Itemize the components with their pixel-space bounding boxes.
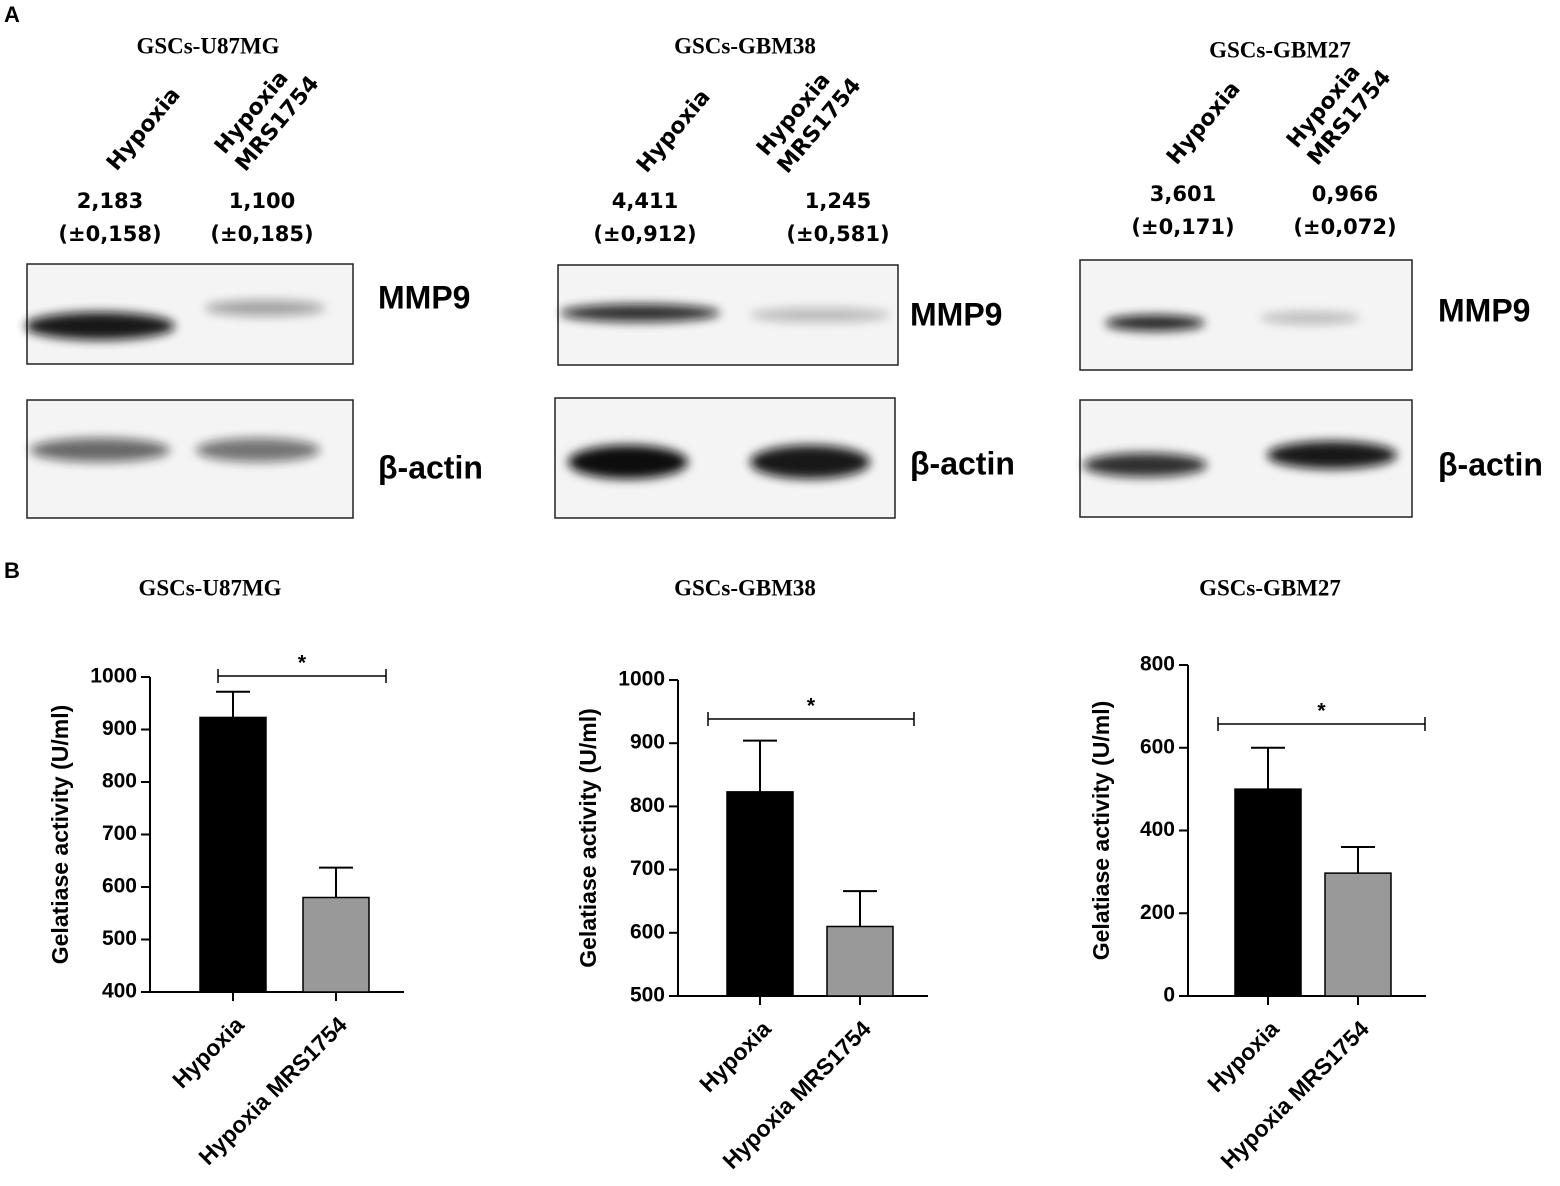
y-tick-label: 200 [1140,901,1175,924]
bar [199,716,267,993]
bar [1324,872,1392,997]
lane-label-line: Hypoxia [1162,77,1246,170]
y-tick-label: 800 [1140,653,1175,676]
quantification: (±0,185) [210,222,313,246]
quantification: 2,183 [77,189,143,213]
y-tick-label: 500 [102,927,137,950]
lane-label-line: Hypoxia [632,85,716,178]
y-tick-label: 900 [630,731,665,754]
blot-band [568,445,688,479]
y-tick-label: 900 [102,717,137,740]
quantification: (±0,912) [593,222,696,246]
chart-title: GSCs-U87MG [138,575,281,600]
quantification: (±0,072) [1293,215,1396,239]
x-tick-label: Hypoxia [694,1015,776,1097]
band-label: MMP9 [1438,292,1530,328]
y-tick-label: 400 [102,980,137,1003]
blot-band [1105,315,1205,331]
significance-mark: * [807,695,816,718]
band-label: MMP9 [378,279,470,315]
y-tick-label: 800 [630,794,665,817]
chart-title: GSCs-GBM38 [674,575,816,600]
quantification: 4,411 [612,189,678,213]
y-tick-label: 700 [102,822,137,845]
blot-band [560,304,720,322]
blot-band [1267,441,1397,469]
band-label: β-actin [378,449,483,485]
panel-label: A [4,2,20,27]
y-tick-label: 1000 [618,668,665,691]
y-tick-label: 1000 [90,665,137,688]
blot-title: GSCs-U87MG [136,33,279,58]
quantification: 3,601 [1150,182,1216,206]
lane-label: Hypoxia [102,83,186,176]
y-tick-label: 600 [102,875,137,898]
quantification: (±0,171) [1131,215,1234,239]
blot-band [750,445,870,479]
y-tick-label: 600 [1140,735,1175,758]
quantification: 1,100 [229,189,295,213]
blot-band [1083,453,1207,477]
bar [726,791,794,997]
band-label: MMP9 [910,296,1002,332]
blot-band [205,300,325,316]
chart-title: GSCs-GBM27 [1199,575,1341,600]
significance-mark: * [1317,700,1326,723]
quantification: (±0,581) [786,222,889,246]
blot-box [1079,259,1413,371]
x-tick-label: Hypoxia [1202,1015,1284,1097]
x-tick-label: Hypoxia MRS1754 [1215,1015,1374,1174]
x-tick-label: Hypoxia [167,1011,249,1093]
blot-band [196,438,320,462]
y-tick-label: 0 [1163,984,1175,1007]
significance-mark: * [298,652,307,675]
lane-label: Hypoxia [1162,77,1246,170]
blot-title: GSCs-GBM38 [674,33,816,58]
y-axis-label: Gelatiase activity (U/ml) [575,708,601,968]
quantification: 0,966 [1312,182,1378,206]
band-label: β-actin [1438,446,1543,482]
bar [826,925,894,997]
y-tick-label: 800 [102,770,137,793]
y-tick-label: 700 [630,857,665,880]
y-axis-label: Gelatiase activity (U/ml) [1088,701,1114,961]
y-tick-label: 400 [1140,818,1175,841]
y-axis-label: Gelatiase activity (U/ml) [47,705,73,965]
bar [302,896,370,993]
band-label: β-actin [910,445,1015,481]
lane-label: Hypoxia [632,85,716,178]
blot-title: GSCs-GBM27 [1209,37,1351,62]
quantification: (±0,158) [58,222,161,246]
quantification: 1,245 [805,189,871,213]
blot-band [30,438,170,462]
lane-label-line: Hypoxia [102,83,186,176]
y-tick-label: 500 [630,984,665,1007]
blot-band [750,308,890,322]
blot-band [25,312,175,340]
bar [1234,788,1302,997]
blot-band [1260,312,1360,324]
panel-label: B [4,558,20,583]
y-tick-label: 600 [630,920,665,943]
